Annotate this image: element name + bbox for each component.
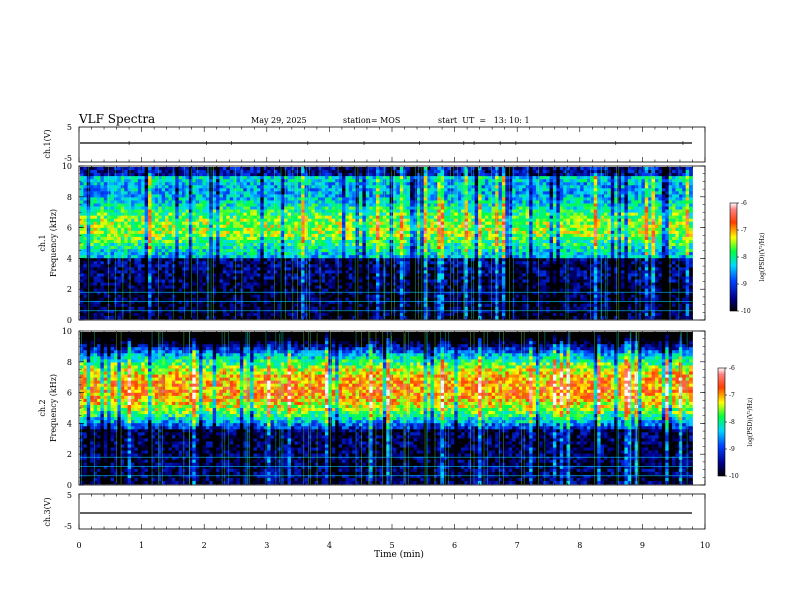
ch1-spectrogram-ylabel: Frequency (kHz) — [49, 209, 58, 277]
y-tick-label: 10 — [62, 162, 72, 171]
ch2-spectrogram-image — [80, 332, 693, 484]
ch3-waveform-frame — [79, 494, 705, 529]
colorbar-tick-label: -10 — [729, 473, 739, 480]
y-tick-label: 6 — [67, 389, 72, 398]
ch3-ytick-top: 5 — [67, 491, 72, 500]
colorbar-tick-label: -6 — [729, 365, 735, 372]
ch1-waveform-frame — [79, 127, 705, 162]
colorbar-tick-label: -9 — [741, 281, 747, 288]
x-axis-label: Time (min) — [374, 549, 424, 560]
ch2-spectrogram-ylabel-channel: ch.2 — [38, 399, 47, 416]
ch1-spectrogram-image — [80, 167, 693, 319]
ch1-spectrogram-ylabel-channel: ch.1 — [38, 234, 47, 251]
x-tick-label: 2 — [202, 541, 207, 550]
ch2-colorbar-label: log(PSD)(V²/Hz) — [747, 398, 754, 447]
colorbar-tick-label: -9 — [729, 446, 735, 453]
colorbar-tick-label: -8 — [741, 254, 747, 261]
colorbar-tick-label: -6 — [741, 200, 747, 207]
x-tick-label: 7 — [515, 541, 520, 550]
y-tick-label: 6 — [67, 224, 72, 233]
figure-title: VLF Spectra — [78, 112, 155, 126]
y-tick-label: 2 — [67, 285, 72, 294]
colorbar-tick-label: -10 — [741, 308, 751, 315]
y-tick-label: 0 — [67, 481, 72, 490]
y-tick-label: 4 — [67, 419, 72, 428]
ch1-colorbar-label: log(PSD)(V²/Hz) — [759, 233, 766, 282]
vlf-spectra-figure: VLF Spectra May 29, 2025 station= MOS st… — [0, 0, 792, 612]
y-tick-label: 10 — [62, 327, 72, 336]
ch1-waveform-panel: 5 -5 ch.1(V) — [43, 123, 705, 163]
ch3-ytick-bottom: -5 — [64, 522, 72, 531]
x-tick-label: 5 — [389, 541, 394, 550]
x-tick-label: 4 — [327, 541, 332, 550]
x-tick-label: 6 — [452, 541, 457, 550]
x-tick-label: 0 — [76, 541, 81, 550]
ch1-spectrogram-panel: 0 2 4 6 8 10 ch.1 Frequency (kHz) -6 -7 -8 -9 -10… — [38, 162, 766, 325]
y-tick-label: 8 — [67, 358, 72, 367]
ch3-waveform-panel: 5 -5 ch.3(V) — [43, 491, 705, 531]
time-axis-tick-labels: 0 1 2 3 4 5 6 7 8 9 10 — [76, 541, 710, 550]
ch2-spectrogram-ylabel: Frequency (kHz) — [49, 374, 58, 442]
ch2-spectrogram-panel: 0 2 4 6 8 10 ch.2 Frequency (kHz) -6 -7 -8 -9 -10… — [38, 327, 754, 490]
colorbar-tick-label: -8 — [729, 419, 735, 426]
header-date: May 29, 2025 — [251, 116, 307, 125]
ch1-waveform-ylabel: ch.1(V) — [43, 129, 52, 158]
header-station: station= MOS — [343, 116, 400, 125]
x-tick-label: 3 — [264, 541, 269, 550]
x-tick-label: 10 — [700, 541, 710, 550]
x-tick-label: 1 — [139, 541, 144, 550]
ch1-ytick-top: 5 — [67, 123, 72, 132]
y-tick-label: 8 — [67, 193, 72, 202]
ch2-colorbar — [718, 368, 725, 476]
header-start-time: start UT = 13: 10: 1 — [438, 116, 530, 125]
x-tick-label: 8 — [577, 541, 582, 550]
ch3-waveform-ylabel: ch.3(V) — [43, 497, 52, 526]
ch1-colorbar — [730, 203, 737, 311]
y-tick-label: 2 — [67, 450, 72, 459]
colorbar-tick-label: -7 — [729, 392, 735, 399]
y-tick-label: 0 — [67, 316, 72, 325]
colorbar-tick-label: -7 — [741, 227, 747, 234]
x-tick-label: 9 — [640, 541, 645, 550]
y-tick-label: 4 — [67, 254, 72, 263]
